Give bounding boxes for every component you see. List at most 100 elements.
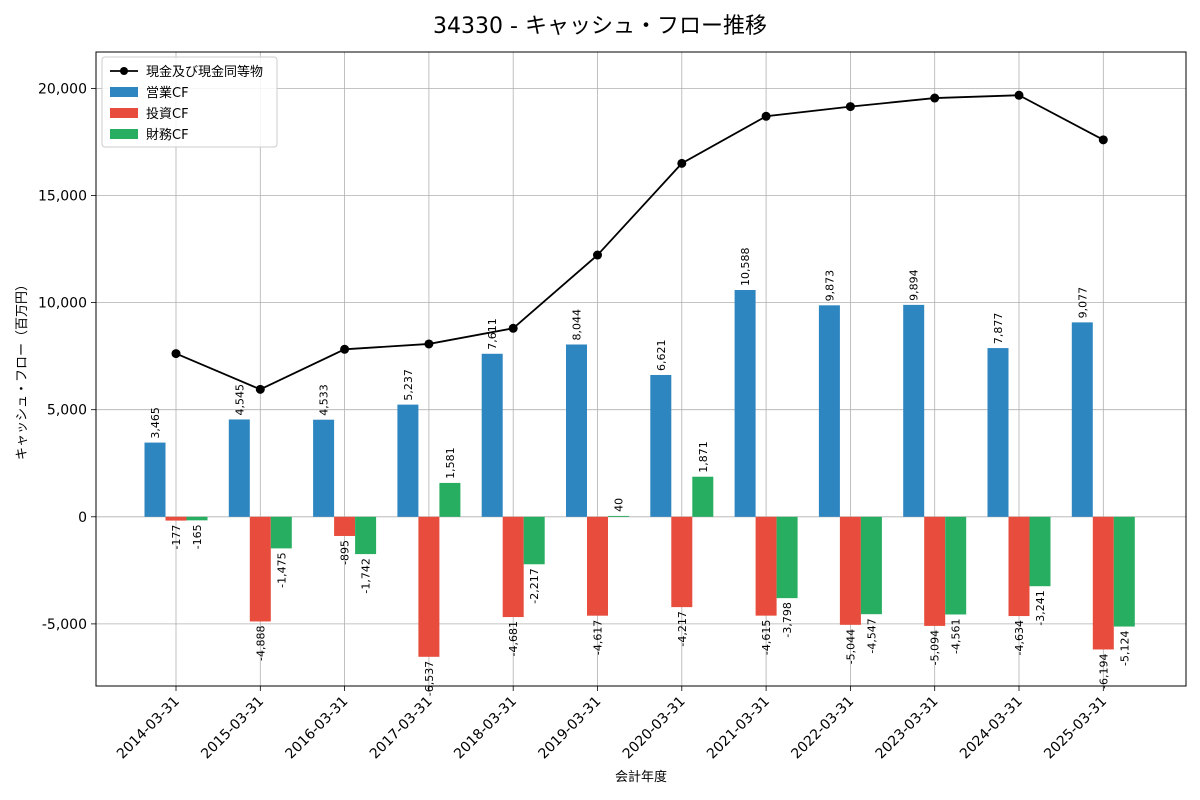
- x-tick-label: 2016-03-31: [283, 694, 352, 763]
- bar-営業CF-2023-03-31: [903, 304, 925, 517]
- x-axis: 2014-03-31 2015-03-31 2016-03-31 2017-03-31…: [114, 686, 1110, 762]
- cash-point-2020-03-31: [677, 158, 687, 168]
- legend-label: 現金及び現金同等物: [146, 64, 263, 80]
- bar-投資CF-2018-03-31: [502, 516, 524, 618]
- data-label: -2,217: [528, 568, 541, 603]
- y-tick-label: 15,000: [38, 189, 87, 205]
- cash-line: [175, 94, 1104, 391]
- data-label: 9,894: [908, 269, 921, 301]
- data-label: 10,588: [739, 248, 752, 287]
- bar-投資CF-2025-03-31: [1092, 516, 1114, 650]
- data-label: -4,615: [760, 620, 773, 655]
- bar-投資CF-2020-03-31: [671, 516, 693, 608]
- data-label: 6,621: [655, 339, 668, 371]
- bar-財務CF-2022-03-31: [860, 516, 882, 615]
- cash-point-2019-03-31: [593, 250, 602, 260]
- x-axis-title: 会計年度: [615, 769, 667, 785]
- bar-財務CF-2017-03-31: [439, 482, 461, 517]
- bar-営業CF-2016-03-31: [313, 419, 335, 517]
- bar-財務CF-2021-03-31: [776, 516, 798, 599]
- cash-point-2022-03-31: [845, 102, 855, 112]
- data-label: -5,124: [1118, 631, 1131, 666]
- legend-label: 営業CF: [146, 85, 189, 101]
- chart-title: 34330 - キャッシュ・フロー推移: [433, 14, 767, 39]
- cash-point-2021-03-31: [761, 111, 771, 121]
- bar-投資CF-2017-03-31: [418, 516, 440, 657]
- legend-label: 投資CF: [146, 106, 189, 122]
- x-tick-label: 2022-03-31: [788, 694, 857, 763]
- data-label: -4,547: [865, 618, 878, 653]
- y-axis-title: キャッシュ・フロー（百万円）: [15, 278, 30, 460]
- y-tick-label: 20,000: [38, 81, 87, 97]
- bar-営業CF-2022-03-31: [818, 305, 840, 517]
- data-label: 40: [613, 498, 626, 512]
- data-label: -3,241: [1034, 590, 1047, 625]
- data-label: -165: [191, 524, 204, 549]
- cash-point-2025-03-31: [1098, 135, 1108, 145]
- data-label: 3,465: [149, 407, 162, 439]
- plot-area-frame: [95, 51, 1187, 687]
- bar-投資CF-2019-03-31: [587, 516, 608, 616]
- data-label: -4,634: [1013, 620, 1026, 655]
- bar-投資CF-2024-03-31: [1008, 516, 1030, 617]
- bar-営業CF-2021-03-31: [734, 290, 756, 517]
- legend-label: 財務CF: [146, 128, 189, 143]
- data-label: -4,217: [676, 611, 689, 646]
- y-axis: -5,000 0 5,000 10,000 15,000 20,000: [38, 81, 96, 633]
- y-tick-label: -5,000: [42, 617, 87, 633]
- bar-財務CF-2019-03-31: [608, 515, 629, 517]
- data-label: -5,044: [844, 629, 857, 664]
- cash-point-2016-03-31: [340, 344, 350, 354]
- bar-営業CF-2019-03-31: [566, 344, 587, 517]
- data-label: 4,533: [318, 384, 331, 416]
- x-tick-label: 2015-03-31: [198, 694, 267, 763]
- data-label: 9,873: [823, 270, 836, 302]
- data-label: -1,742: [360, 558, 373, 593]
- data-label: 1,871: [697, 441, 710, 473]
- bar-営業CF-2020-03-31: [650, 374, 672, 517]
- data-label: 1,581: [444, 447, 457, 479]
- data-label: -3,798: [781, 602, 794, 637]
- data-label: -6,194: [1097, 653, 1110, 688]
- data-label: 8,044: [571, 309, 584, 341]
- data-label: 4,545: [233, 384, 246, 416]
- legend-box: [101, 56, 278, 148]
- cash-point-2017-03-31: [424, 339, 434, 349]
- bar-投資CF-2014-03-31: [165, 516, 187, 521]
- x-tick-label: 2024-03-31: [957, 694, 1026, 763]
- data-label: 5,237: [402, 369, 415, 401]
- data-label: -4,681: [507, 621, 520, 656]
- bar-財務CF-2015-03-31: [270, 516, 292, 549]
- line-series: [171, 90, 1108, 394]
- x-tick-label: 2018-03-31: [451, 694, 520, 763]
- data-label: -1,475: [275, 552, 288, 587]
- data-label: -895: [339, 540, 352, 565]
- y-tick-label: 5,000: [47, 403, 87, 419]
- bar-財務CF-2014-03-31: [186, 516, 208, 521]
- bar-投資CF-2021-03-31: [755, 516, 777, 616]
- cash-point-2023-03-31: [930, 93, 940, 103]
- bar-営業CF-2025-03-31: [1071, 322, 1093, 517]
- bar-財務CF-2024-03-31: [1029, 516, 1051, 587]
- legend-swatch-営業CF: [110, 87, 138, 97]
- legend-swatch-投資CF: [110, 108, 138, 118]
- cash-point-2014-03-31: [171, 349, 181, 359]
- x-tick-label: 2017-03-31: [367, 694, 436, 763]
- x-tick-label: 2014-03-31: [114, 694, 183, 763]
- legend-marker: [120, 67, 128, 75]
- data-label: -5,094: [929, 630, 942, 665]
- bar-営業CF-2015-03-31: [228, 419, 250, 517]
- data-labels: 3,465 4,545 4,533 5,237 7,611 8,044 6,621 10,58…: [149, 248, 1131, 697]
- cash-point-2024-03-31: [1014, 90, 1024, 100]
- bar-投資CF-2023-03-31: [924, 516, 946, 626]
- legend-swatch-財務CF: [110, 129, 138, 139]
- x-tick-label: 2019-03-31: [535, 694, 604, 763]
- y-tick-label: 10,000: [38, 296, 87, 312]
- x-tick-label: 2025-03-31: [1041, 694, 1110, 763]
- bar-財務CF-2025-03-31: [1113, 516, 1135, 627]
- bar-営業CF-2018-03-31: [481, 353, 503, 517]
- data-label: -4,561: [950, 618, 963, 653]
- bar-財務CF-2016-03-31: [355, 516, 377, 555]
- bar-財務CF-2018-03-31: [523, 516, 545, 565]
